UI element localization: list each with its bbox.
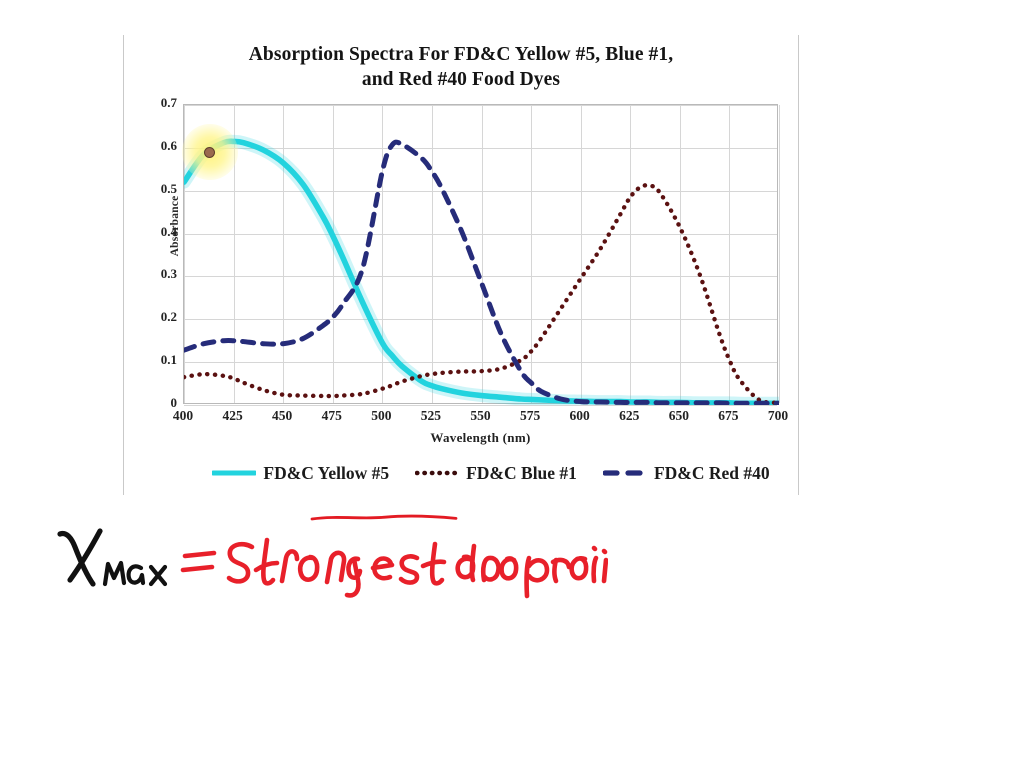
x-axis-tick: 450 [272, 408, 293, 423]
handwritten-annotation [57, 528, 608, 599]
grid-line-vertical [679, 105, 681, 403]
spectrum-curve-fd-c-blue-1 [184, 182, 779, 405]
y-axis-tick: 0.6 [160, 137, 177, 153]
legend-swatch-solid-icon [212, 470, 257, 476]
legend-swatch-dotted-icon [415, 470, 460, 476]
grid-line-vertical [233, 105, 235, 403]
grid-line-vertical [531, 105, 533, 403]
x-axis-tick-labels: 400 425 450 475 500 525 550 575 600 625 650 675 700 [173, 408, 788, 428]
lambda-max-handwriting [57, 528, 103, 587]
legend-item-blue-1[interactable]: FD&C Blue #1 [415, 463, 577, 484]
max-subscript-handwriting [102, 560, 168, 587]
grid-line-vertical [184, 105, 185, 403]
grid-line-horizontal [184, 190, 777, 192]
x-axis-tick: 525 [420, 408, 442, 423]
grid-line-vertical [630, 105, 632, 403]
grid-line-horizontal [184, 319, 777, 321]
legend-label-red-40: FD&C Red #40 [653, 462, 770, 483]
frame-rule-right [798, 35, 799, 495]
spectrum-curve-fd-c-red-40 [184, 139, 779, 405]
absorption-spectra-chart: Absorption Spectra For FD&C Yellow #5, B… [123, 35, 799, 520]
grid-line-vertical [779, 105, 780, 403]
y-axis-tick: 0.2 [160, 309, 177, 325]
grid-line-vertical [729, 105, 731, 403]
spectra-curves [184, 134, 779, 405]
grid-line-horizontal [184, 405, 777, 406]
chart-legend: FD&C Yellow #5 FD&C Blue #1 FD&C Red #40 [183, 456, 799, 520]
x-axis-tick: 625 [619, 408, 640, 423]
chart-title-line-2: and Red #40 Food Dyes [361, 68, 561, 90]
grid-line-vertical [580, 105, 582, 403]
grid-line-horizontal [184, 233, 777, 235]
y-axis-tick: 0.3 [160, 266, 177, 282]
equals-sign-handwriting [180, 550, 217, 573]
grid-lines [184, 105, 780, 406]
x-axis-tick: 475 [321, 408, 342, 423]
y-axis-tick: 0.4 [160, 223, 177, 239]
grid-line-vertical [481, 105, 483, 403]
plot-area [181, 104, 780, 406]
grid-line-horizontal [184, 105, 777, 106]
y-axis-tick: 0.5 [160, 180, 177, 196]
y-axis-tick-labels: 0.7 0.6 0.5 0.4 0.3 0.2 0.1 0 [137, 95, 177, 410]
x-axis-tick: 550 [470, 408, 491, 423]
legend-item-yellow-5[interactable]: FD&C Yellow #5 [212, 462, 458, 520]
legend-underline-annotation [310, 514, 458, 520]
cursor-pointer-dot[interactable] [204, 146, 216, 158]
x-axis-tick: 575 [519, 408, 541, 423]
grid-line-vertical [382, 105, 384, 403]
grid-line-horizontal [184, 147, 777, 149]
x-axis-tick: 700 [767, 408, 789, 423]
y-axis-tick: 0.1 [160, 352, 177, 368]
grid-line-vertical [283, 105, 285, 403]
curve-halo-yellow-5 [184, 134, 779, 405]
legend-item-red-40[interactable]: FD&C Red #40 [602, 462, 770, 484]
x-axis-tick: 675 [718, 408, 739, 423]
x-axis-tick: 500 [371, 408, 392, 423]
strongest-absorption-handwriting [226, 537, 608, 599]
chart-title-line-1: Absorption Spectra For FD&C Yellow #5, B… [248, 44, 674, 65]
grid-line-vertical [431, 105, 433, 403]
x-axis-label: Wavelength (nm) [430, 430, 531, 445]
x-axis-tick: 650 [668, 408, 689, 423]
grid-line-vertical [332, 105, 334, 403]
x-axis-tick: 425 [222, 408, 243, 423]
y-axis-tick: 0 [170, 395, 178, 410]
legend-swatch-dashed-icon [602, 470, 647, 476]
y-axis-tick: 0.7 [160, 95, 177, 110]
grid-line-horizontal [184, 362, 777, 364]
x-axis-tick: 600 [569, 408, 590, 423]
legend-label-yellow-5: FD&C Yellow #5 [263, 462, 390, 483]
frame-rule-left [123, 35, 124, 495]
legend-label-blue-1: FD&C Blue #1 [466, 462, 577, 483]
spectrum-curve-fd-c-yellow-5 [184, 138, 779, 405]
x-axis-tick: 400 [172, 408, 194, 423]
chart-title: Absorption Spectra For FD&C Yellow #5, B… [123, 43, 799, 92]
